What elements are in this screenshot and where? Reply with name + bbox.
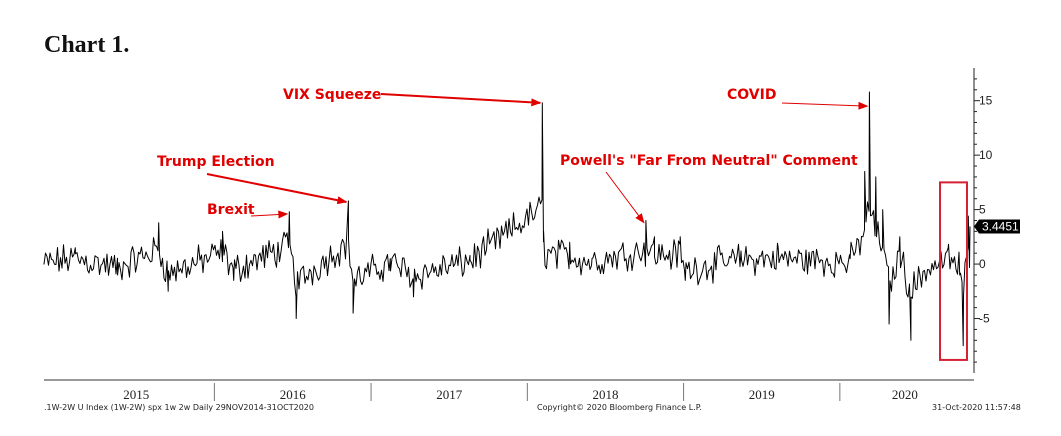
annotation-label: COVID	[727, 87, 776, 103]
x-year-label: 2020	[892, 387, 918, 402]
x-year-label: 2018	[592, 387, 618, 402]
annotation-label: VIX Squeeze	[283, 87, 381, 103]
x-year-label: 2017	[436, 387, 463, 402]
highlight-box	[939, 181, 968, 361]
last-value-badge	[974, 219, 1020, 234]
annotation-label: Trump Election	[157, 154, 275, 170]
annotation-arrow	[206, 173, 348, 205]
annotation-arrow	[380, 93, 542, 107]
y-tick-label: 0	[979, 257, 986, 271]
y-tick-label: 15	[979, 94, 993, 108]
y-tick-label: 5	[979, 203, 986, 217]
annotation-label: Brexit	[207, 202, 255, 218]
y-tick-label: 10	[979, 148, 993, 162]
annotation-arrow	[250, 210, 289, 219]
x-year-label: 2016	[280, 387, 307, 402]
x-year-label: 2015	[123, 387, 149, 402]
footer-timestamp: 31-Oct-2020 11:57:48	[932, 403, 1021, 412]
series-line	[43, 91, 971, 347]
last-value-label: 3.4451	[982, 220, 1019, 234]
y-tick-label: -5	[979, 312, 990, 326]
x-year-label: 2019	[749, 387, 775, 402]
footer-source: .1W-2W U Index (1W-2W) spx 1w 2w Daily 2…	[44, 403, 314, 412]
footer-copyright: Copyright© 2020 Bloomberg Finance L.P.	[537, 403, 702, 412]
annotation-label: Powell's "Far From Neutral" Comment	[560, 153, 858, 169]
annotation-arrow	[781, 101, 869, 110]
annotation-arrow	[605, 171, 645, 224]
chart-title: Chart 1.	[44, 32, 130, 58]
